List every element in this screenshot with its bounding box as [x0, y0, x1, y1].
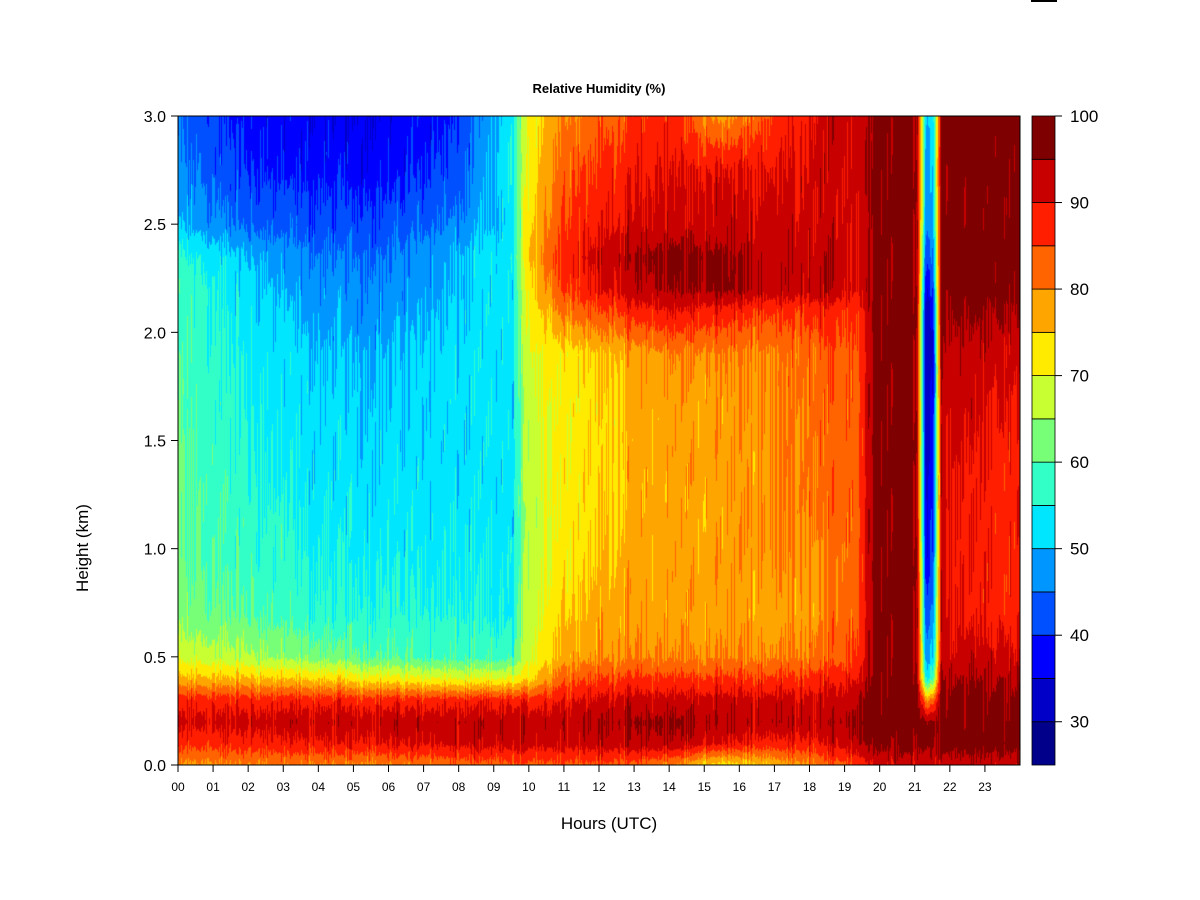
colorbar-swatch: [1031, 418, 1056, 463]
x-tick-label: 23: [978, 780, 992, 794]
x-tick-label: 19: [838, 780, 852, 794]
x-tick-label: 01: [206, 780, 220, 794]
x-tick-label: 10: [522, 780, 536, 794]
x-tick-label: 02: [241, 780, 255, 794]
colorbar-tick-label: 90: [1070, 194, 1089, 213]
y-tick-label: 0.5: [144, 650, 166, 667]
y-axis: 0.0 0.5 1.0 1.5 2.0 2.5 3.0: [144, 109, 178, 775]
colorbar-swatch: [1031, 115, 1056, 160]
x-tick-label: 04: [312, 780, 326, 794]
colorbar-swatch: [1031, 721, 1056, 766]
colorbar-swatch: [1031, 245, 1056, 290]
y-tick-label: 3.0: [144, 109, 166, 126]
x-tick-label: 08: [452, 780, 466, 794]
x-tick-label: 18: [803, 780, 817, 794]
x-axis-label: Hours (UTC): [561, 814, 657, 833]
colorbar-swatch: [1031, 202, 1056, 247]
colorbar-swatch: [1031, 678, 1056, 723]
chart-title: Relative Humidity (%): [533, 81, 666, 96]
x-tick-label: 21: [908, 780, 922, 794]
x-tick-label: 05: [347, 780, 361, 794]
x-axis: 00 01 02 03 04 05 06 07 08 09 10 11 12 13 14 15 16 17 18 19…: [171, 765, 992, 794]
colorbar-tick-label: 50: [1070, 540, 1089, 559]
x-tick-label: 15: [698, 780, 712, 794]
colorbar-tick-label: 30: [1070, 713, 1089, 732]
colorbar-swatch: [1031, 331, 1056, 377]
colorbar-swatch: [1031, 591, 1056, 636]
colorbar-swatch: [1031, 548, 1056, 593]
x-tick-label: 09: [487, 780, 501, 794]
colorbar-swatch: [1031, 288, 1056, 333]
corner-mark: [1031, 0, 1057, 2]
colorbar-tick-label: 70: [1070, 367, 1089, 386]
x-tick-label: 16: [733, 780, 747, 794]
x-tick-label: 00: [171, 780, 185, 794]
y-axis-label: Height (km): [73, 504, 92, 592]
colorbar-tick-label: 80: [1070, 280, 1089, 299]
colorbar-tick-label: 40: [1070, 626, 1089, 645]
colorbar-swatch: [1031, 504, 1056, 550]
y-tick-label: 1.5: [144, 434, 166, 451]
x-tick-label: 11: [558, 780, 571, 794]
x-tick-label: 14: [662, 780, 676, 794]
colorbar-swatch: [1031, 158, 1056, 203]
heatmap-image: [178, 116, 1020, 765]
x-tick-label: 07: [417, 780, 431, 794]
x-tick-label: 06: [382, 780, 396, 794]
x-tick-label: 20: [873, 780, 887, 794]
colorbar-tick-label: 60: [1070, 453, 1089, 472]
x-tick-label: 12: [592, 780, 606, 794]
colorbar-tick-label: 100: [1070, 107, 1098, 126]
colorbar-swatch: [1031, 634, 1056, 679]
y-tick-label: 2.5: [144, 217, 166, 234]
y-tick-label: 0.0: [144, 758, 166, 775]
y-tick-label: 2.0: [144, 325, 166, 342]
x-tick-label: 22: [943, 780, 957, 794]
x-tick-label: 13: [627, 780, 641, 794]
x-tick-label: 03: [277, 780, 291, 794]
y-tick-label: 1.0: [144, 542, 166, 559]
plot-area: [177, 115, 1021, 766]
x-tick-label: 17: [768, 780, 782, 794]
colorbar: 30 40 50 60 70 80 90 100: [1031, 107, 1098, 766]
colorbar-swatch: [1031, 375, 1056, 420]
colorbar-swatch: [1031, 461, 1056, 506]
